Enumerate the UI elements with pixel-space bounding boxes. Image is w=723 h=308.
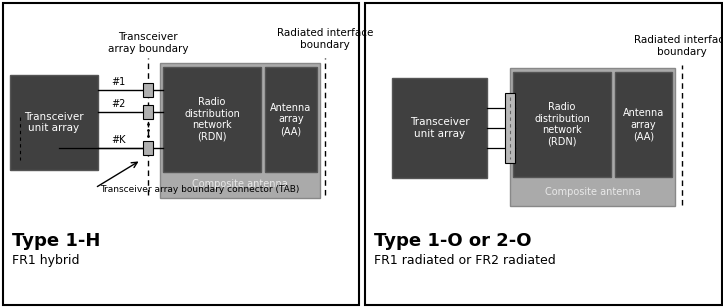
Text: Transceiver
unit array: Transceiver unit array xyxy=(410,117,469,139)
Text: FR1 hybrid: FR1 hybrid xyxy=(12,254,80,267)
Bar xyxy=(163,67,261,172)
Bar xyxy=(143,105,153,119)
Bar xyxy=(392,78,487,178)
Bar xyxy=(160,63,320,198)
Bar xyxy=(510,68,675,206)
Bar xyxy=(513,72,611,177)
Bar xyxy=(265,67,317,172)
Text: #2: #2 xyxy=(111,99,126,109)
Bar xyxy=(143,141,153,155)
Bar xyxy=(505,93,515,163)
Text: Radio
distribution
network
(RDN): Radio distribution network (RDN) xyxy=(184,97,240,142)
Text: Transceiver array boundary connector (TAB): Transceiver array boundary connector (TA… xyxy=(100,185,299,194)
Text: Radiated interface
boundary: Radiated interface boundary xyxy=(277,28,373,50)
Bar xyxy=(3,3,359,305)
Bar xyxy=(615,72,672,177)
Text: Radio
distribution
network
(RDN): Radio distribution network (RDN) xyxy=(534,102,590,147)
Text: #1: #1 xyxy=(112,77,126,87)
Bar xyxy=(10,75,98,170)
Text: Antenna
array
(AA): Antenna array (AA) xyxy=(270,103,312,136)
Bar xyxy=(143,83,153,97)
Bar xyxy=(365,3,722,305)
Text: Transceiver
array boundary: Transceiver array boundary xyxy=(108,32,188,54)
Text: Composite antenna: Composite antenna xyxy=(192,179,288,189)
Text: Type 1-O or 2-O: Type 1-O or 2-O xyxy=(374,232,531,250)
Text: Type 1-H: Type 1-H xyxy=(12,232,100,250)
Text: Transceiver
unit array: Transceiver unit array xyxy=(24,112,84,133)
Text: Radiated interface
boundary: Radiated interface boundary xyxy=(634,35,723,57)
Text: FR1 radiated or FR2 radiated: FR1 radiated or FR2 radiated xyxy=(374,254,556,267)
Text: Antenna
array
(AA): Antenna array (AA) xyxy=(623,108,664,141)
Text: #K: #K xyxy=(111,135,126,145)
Text: Composite antenna: Composite antenna xyxy=(544,187,641,197)
